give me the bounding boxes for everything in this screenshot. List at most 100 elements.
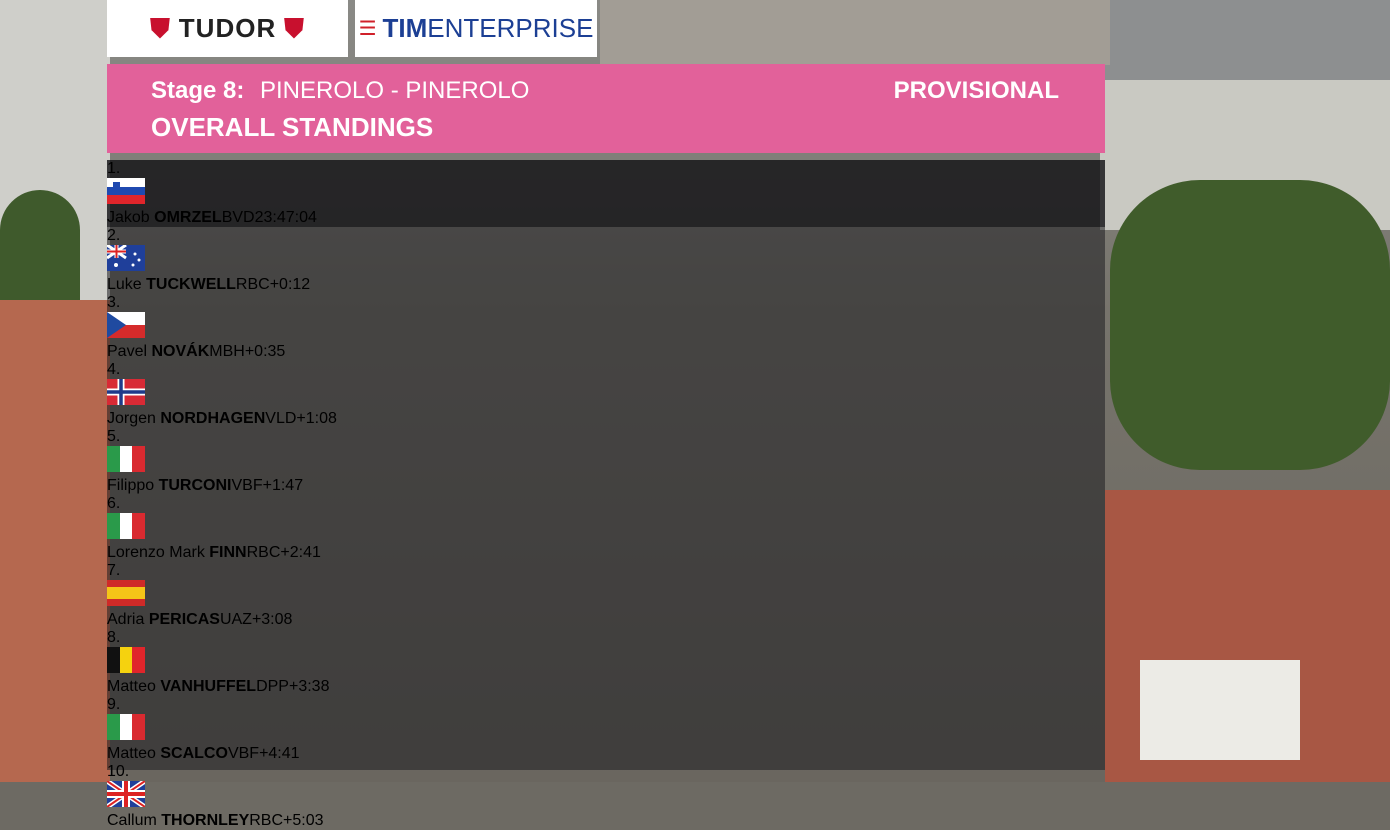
- tim-logo: ☰: [358, 18, 377, 40]
- flag: [107, 714, 1105, 745]
- time: 23:47:04: [254, 209, 317, 226]
- rank: 5.: [107, 428, 121, 445]
- time: +3:08: [251, 611, 293, 628]
- team: RBC: [249, 812, 284, 829]
- flag: [107, 379, 1105, 410]
- flag: [107, 580, 1105, 611]
- team: BVD: [221, 209, 255, 226]
- flag-icon: [107, 379, 145, 405]
- time: +4:41: [259, 745, 300, 762]
- flag-icon: [106, 243, 145, 271]
- flag-icon: [107, 178, 145, 204]
- first-name: Filippo: [107, 477, 155, 494]
- time: +0:35: [244, 343, 286, 360]
- last-name: TURCONI: [158, 477, 232, 494]
- rank: 4.: [107, 361, 121, 378]
- header: Stage 8: PINEROLO - PINEROLO PROVISIONAL…: [107, 64, 1105, 153]
- rank: 2.: [107, 227, 121, 244]
- rank: 10.: [107, 763, 130, 780]
- time: +2:41: [280, 544, 321, 561]
- first-name: Matteo: [107, 678, 156, 695]
- standings-list: 1. Jakob OMRZELBVD23:47:04 2. Luke TUCKWELL…: [105, 160, 1105, 829]
- last-name: FINN: [209, 544, 247, 561]
- standing-row: 1. Jakob OMRZELBVD23:47:04: [107, 160, 1105, 227]
- roof: [1105, 0, 1390, 80]
- flag-icon: [105, 778, 147, 810]
- sponsor-text: TUDOR: [178, 13, 277, 43]
- flag-icon: [107, 312, 145, 338]
- flag: [107, 312, 1105, 343]
- trees: [1110, 180, 1390, 470]
- shield-icon: ⛊: [150, 12, 171, 43]
- last-name: PERICAS: [148, 611, 220, 628]
- standing-row: 4. Jorgen NORDHAGENVLD+1:08: [107, 361, 1105, 428]
- standing-row: 2. Luke TUCKWELLRBC+0:12: [106, 227, 1105, 294]
- shield-icon: ⛊: [284, 12, 305, 43]
- standing-row: 6. Lorenzo Mark FINNRBC+2:41: [107, 495, 1105, 562]
- standing-row: 7. Adria PERICASUAZ+3:08: [107, 562, 1105, 629]
- rider-name: Jorgen NORDHAGEN: [107, 410, 265, 427]
- flag-icon: [107, 513, 145, 539]
- first-name: Luke: [107, 276, 142, 293]
- flag: [107, 647, 1105, 678]
- rank: 9.: [107, 696, 121, 713]
- rank: 8.: [107, 629, 121, 646]
- rank: 3.: [107, 294, 121, 311]
- flag-icon: [107, 580, 145, 606]
- rider-name: Jakob OMRZEL: [107, 209, 222, 226]
- standings-panel: Stage 8: PINEROLO - PINEROLO PROVISIONAL…: [105, 64, 1105, 829]
- time: +1:08: [296, 410, 337, 427]
- rider-name: Matteo VANHUFFEL: [107, 678, 256, 695]
- rider-name: Lorenzo Mark FINN: [107, 544, 247, 561]
- standing-row: 3. Pavel NOVÁKMBH+0:35: [107, 294, 1105, 361]
- rank: 7.: [107, 562, 121, 579]
- first-name: Pavel: [107, 343, 148, 360]
- first-name: Jorgen: [107, 410, 156, 427]
- rider-name: Matteo SCALCO: [107, 745, 228, 762]
- title: OVERALL STANDINGS: [151, 112, 434, 142]
- time: +0:12: [269, 276, 311, 293]
- flag: [106, 243, 1105, 276]
- last-name: VANHUFFEL: [160, 678, 257, 695]
- first-name: Jakob: [107, 209, 150, 226]
- team: MBH: [209, 343, 245, 360]
- flag: [107, 446, 1105, 477]
- flag: [105, 778, 1105, 812]
- rider-name: Filippo TURCONI: [107, 477, 231, 494]
- last-name: OMRZEL: [154, 209, 222, 226]
- rider-name: Pavel NOVÁK: [107, 343, 209, 360]
- standing-row: 8. Matteo VANHUFFELDPP+3:38: [107, 629, 1105, 696]
- team: UAZ: [219, 611, 252, 628]
- stage: Stage 8:: [151, 77, 245, 104]
- time: +5:03: [283, 812, 324, 829]
- team: RBC: [246, 544, 281, 561]
- flag: [107, 178, 1105, 209]
- rider-name: Luke TUCKWELL: [107, 276, 236, 293]
- roof: [0, 300, 110, 782]
- status: PROVISIONAL: [893, 77, 1059, 104]
- first-name: Adria: [107, 611, 145, 628]
- sponsor-tudor: ⛊ TUDOR ⛊: [107, 0, 348, 57]
- first-name: Callum: [107, 812, 157, 829]
- team: VBF: [231, 477, 263, 494]
- building: [600, 0, 1110, 65]
- sponsor-text: ENTERPRISE: [427, 13, 594, 43]
- rider-name: Adria PERICAS: [107, 611, 220, 628]
- flag-icon: [107, 714, 145, 740]
- rank: 1.: [107, 160, 121, 177]
- sponsor-text: TIM: [382, 13, 428, 43]
- standing-row: 9. Matteo SCALCOVBF+4:41: [107, 696, 1105, 763]
- route: PINEROLO - PINEROLO: [260, 77, 530, 104]
- time: +1:47: [262, 477, 304, 494]
- rider-name: Callum THORNLEY: [107, 812, 249, 829]
- first-name: Lorenzo Mark: [107, 544, 205, 561]
- first-name: Matteo: [107, 745, 156, 762]
- team: VBF: [227, 745, 260, 762]
- standing-row: 5. Filippo TURCONIVBF+1:47: [107, 428, 1105, 495]
- sponsor-tim: ☰ TIM ENTERPRISE: [355, 0, 597, 57]
- last-name: SCALCO: [160, 745, 228, 762]
- rank: 6.: [107, 495, 121, 512]
- last-name: NORDHAGEN: [160, 410, 266, 427]
- standing-row: 10. Callum THORNLEYRBC+5:03: [105, 763, 1105, 830]
